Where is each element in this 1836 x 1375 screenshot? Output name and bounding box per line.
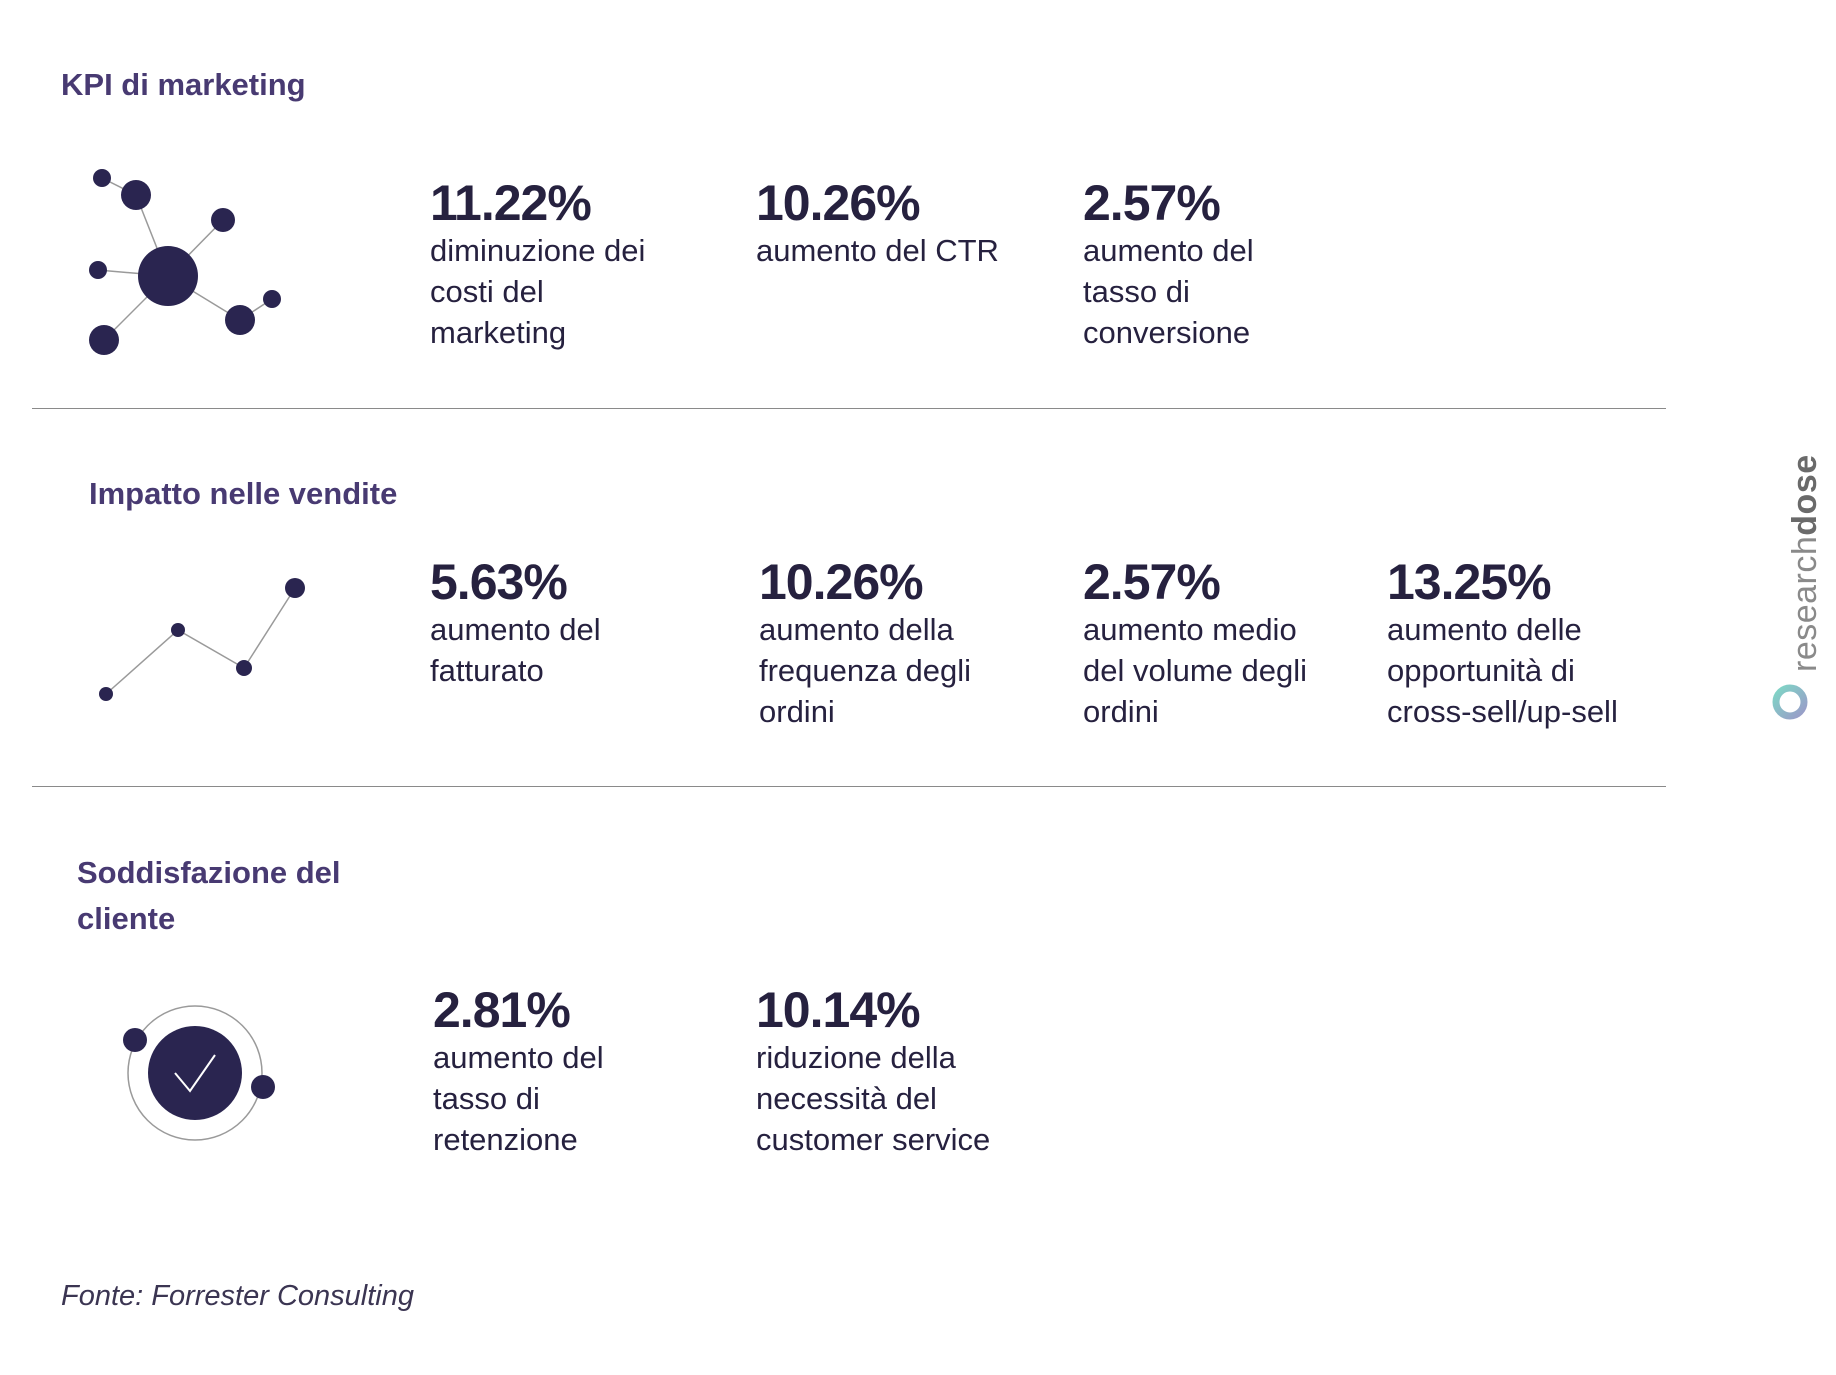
stat-desc: aumento del CTR [756, 233, 999, 268]
stat-desc: aumento della frequenza degli ordini [759, 612, 971, 729]
stat-value: 11.22% [430, 175, 592, 231]
brand-watermark: researchdose [1762, 440, 1836, 740]
stat-marketing-costs: 11.22% diminuzione dei costi del marketi… [430, 176, 645, 353]
source-note: Fonte: Forrester Consulting [61, 1280, 414, 1312]
stat-value: 10.26% [756, 175, 921, 231]
divider [32, 408, 1666, 409]
stat-value: 2.81% [433, 982, 571, 1038]
stat-value: 2.57% [1083, 554, 1221, 610]
brand-name: researchdose [1786, 454, 1824, 672]
stat-desc: aumento del tasso di conversione [1083, 233, 1254, 350]
stat-ctr: 10.26% aumento del CTR [756, 176, 999, 271]
stat-desc: diminuzione dei costi del marketing [430, 233, 646, 350]
stat-value: 5.63% [430, 554, 568, 610]
network-icon [89, 169, 281, 355]
stat-value: 2.57% [1083, 175, 1221, 231]
divider [32, 786, 1666, 787]
researchdose-logo-icon [1772, 684, 1808, 720]
stat-revenue: 5.63% aumento del fatturato [430, 555, 601, 691]
checkmark-circle-icon [123, 1005, 275, 1141]
stat-order-frequency: 10.26% aumento della frequenza degli ord… [759, 555, 971, 732]
stat-desc: aumento delle opportunità di cross-sell/… [1387, 612, 1618, 729]
stat-value: 10.26% [759, 554, 924, 610]
stat-desc: aumento del tasso di retenzione [433, 1040, 604, 1157]
section-title-marketing: KPI di marketing [61, 67, 306, 102]
stat-value: 13.25% [1387, 554, 1552, 610]
stat-desc: aumento medio del volume degli ordini [1083, 612, 1308, 729]
stat-desc: riduzione della necessità del customer s… [756, 1040, 991, 1157]
stat-retention: 2.81% aumento del tasso di retenzione [433, 983, 604, 1160]
stat-order-volume: 2.57% aumento medio del volume degli ord… [1083, 555, 1307, 732]
section-title-sales: Impatto nelle vendite [89, 476, 398, 511]
stat-desc: aumento del fatturato [430, 612, 601, 688]
stat-conversion-rate: 2.57% aumento del tasso di conversione [1083, 176, 1254, 353]
section-title-customer: Soddisfazione del cliente [77, 855, 341, 936]
stat-cross-sell: 13.25% aumento delle opportunità di cros… [1387, 555, 1618, 732]
stat-customer-service: 10.14% riduzione della necessità del cus… [756, 983, 990, 1160]
stat-value: 10.14% [756, 982, 921, 1038]
line-trend-icon [99, 578, 305, 701]
